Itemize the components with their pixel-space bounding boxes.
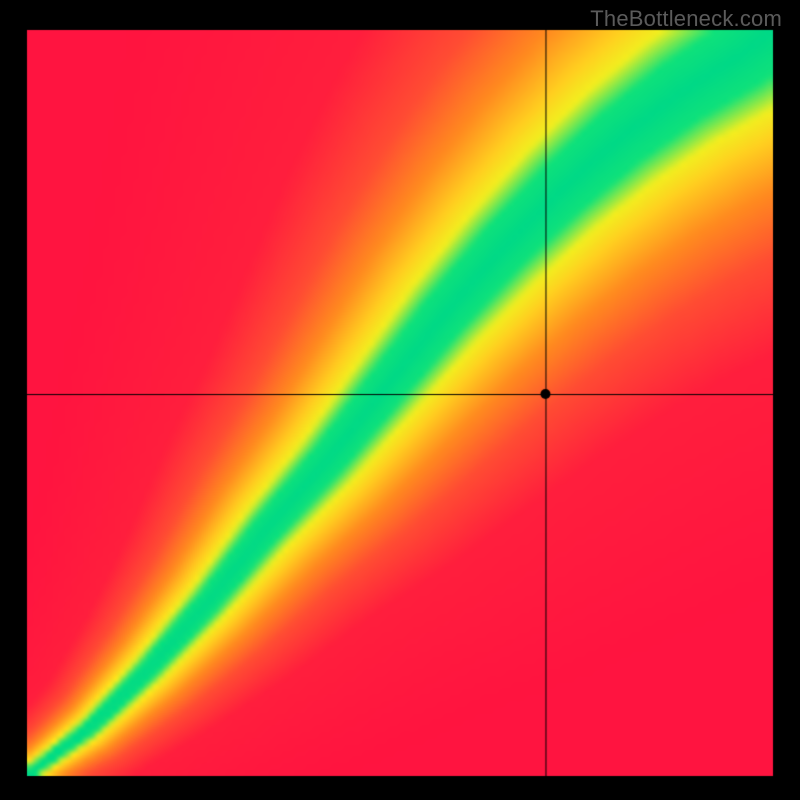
heatmap-canvas xyxy=(0,0,800,800)
watermark-text: TheBottleneck.com xyxy=(590,6,782,32)
